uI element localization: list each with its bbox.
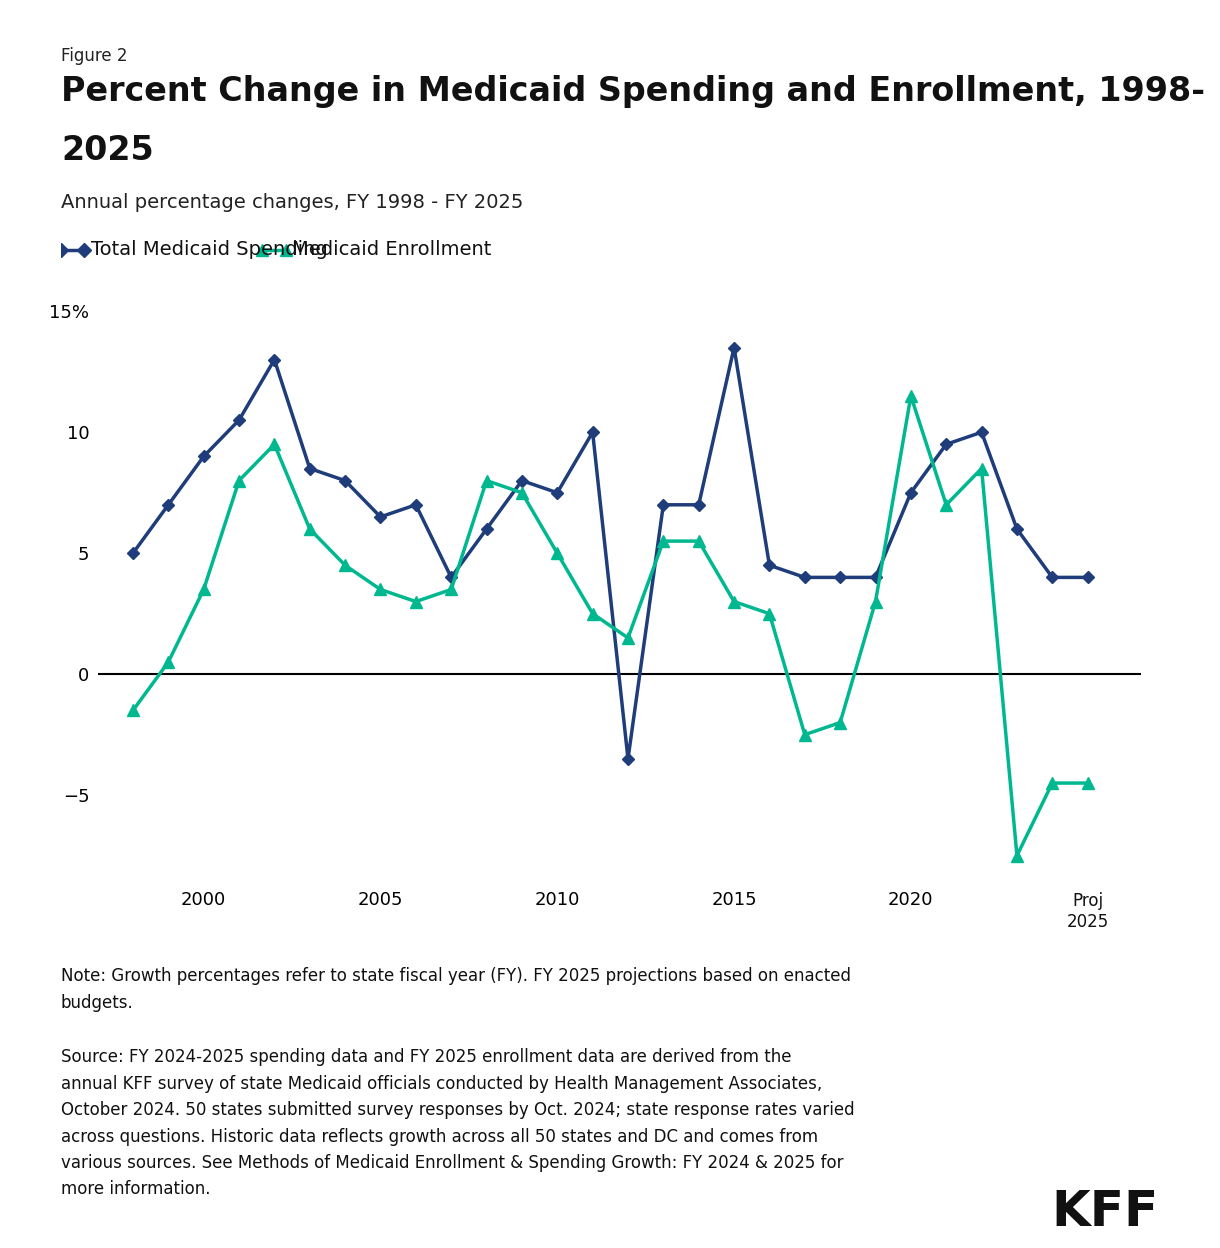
Text: Medicaid Enrollment: Medicaid Enrollment [293,240,492,260]
Text: Total Medicaid Spending: Total Medicaid Spending [92,240,328,260]
Text: Annual percentage changes, FY 1998 - FY 2025: Annual percentage changes, FY 1998 - FY … [61,193,523,212]
Text: Source: FY 2024-2025 spending data and FY 2025 enrollment data are derived from : Source: FY 2024-2025 spending data and F… [61,1048,855,1198]
Text: 2025: 2025 [61,134,154,166]
Text: Figure 2: Figure 2 [61,47,128,65]
Text: Percent Change in Medicaid Spending and Enrollment, 1998-: Percent Change in Medicaid Spending and … [61,75,1205,107]
Text: Proj
2025: Proj 2025 [1066,892,1109,931]
Text: Note: Growth percentages refer to state fiscal year (FY). FY 2025 projections ba: Note: Growth percentages refer to state … [61,967,852,1012]
Text: KFF: KFF [1052,1188,1159,1236]
